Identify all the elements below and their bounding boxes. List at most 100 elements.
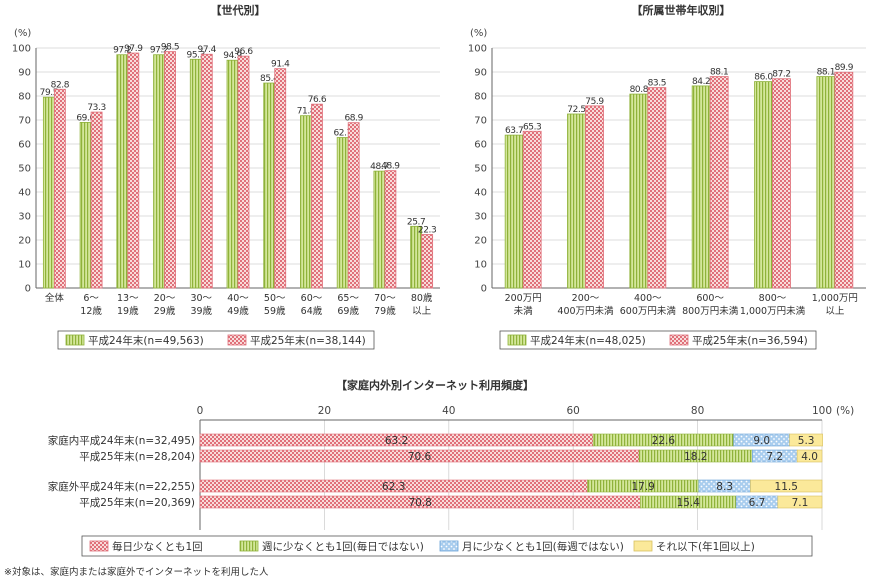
x-tick-label: 50〜 <box>264 293 286 304</box>
data-label: 22.3 <box>418 225 436 235</box>
generation-chart: 【世代別】 (%) 0 10 20 30 40 50 60 70 80 90 100 79.582.8 全体… <box>12 3 440 350</box>
x-tick-label: 0 <box>197 405 204 417</box>
legend-label: それ以下(年1回以上) <box>656 540 755 553</box>
bar <box>237 55 250 289</box>
y-tick-label: 90 <box>18 68 31 79</box>
bar <box>153 54 165 289</box>
data-label: 63.7 <box>505 126 523 136</box>
bar <box>116 54 129 289</box>
legend-label: 平成25年末(n=38,144) <box>250 334 366 347</box>
x-tick-label: 49歳 <box>227 305 249 317</box>
legend-swatch <box>633 540 653 552</box>
bar <box>79 122 92 289</box>
bar <box>522 130 542 289</box>
bar <box>42 96 55 289</box>
data-label: 25.7 <box>407 217 425 227</box>
x-tick-label: 全体 <box>45 292 65 304</box>
data-label: 96.6 <box>234 47 253 57</box>
data-label: 63.2 <box>385 435 408 447</box>
legend-box <box>57 330 375 350</box>
bar <box>384 170 397 289</box>
data-label: 4.0 <box>801 451 818 463</box>
bar <box>567 113 586 289</box>
x-tick-label: 未満 <box>514 305 534 317</box>
data-label: 94.9 <box>223 51 242 61</box>
bar <box>226 59 239 289</box>
bar <box>347 122 360 289</box>
row-label: 家庭外平成24年末(n=22,255) <box>48 480 195 493</box>
x-tick-label: 12歳 <box>80 305 102 317</box>
x-tick-label: 800万円未満 <box>682 305 739 317</box>
data-label: 48.9 <box>381 162 400 172</box>
legend-swatch <box>227 334 247 346</box>
data-label: 95.3 <box>187 50 205 60</box>
x-tick-label: 600万円未満 <box>620 305 677 317</box>
data-label: 70.8 <box>408 497 431 509</box>
y-tick-label: 40 <box>474 188 487 199</box>
data-label: 91.4 <box>271 60 290 70</box>
x-tick-label: 69歳 <box>337 305 359 317</box>
data-label: 5.3 <box>798 435 815 447</box>
chart-title: 【所属世帯年収別】 <box>632 3 731 17</box>
data-label: 9.0 <box>753 435 770 447</box>
x-tick-label: 65〜 <box>337 293 359 304</box>
data-label: 82.8 <box>51 80 70 90</box>
data-label: 11.5 <box>775 481 798 493</box>
data-label: 73.3 <box>87 103 105 113</box>
bar <box>164 51 176 289</box>
data-label: 97.2 <box>113 46 131 56</box>
y-tick-label: 0 <box>25 284 31 295</box>
x-tick-label: 600〜 <box>696 293 724 304</box>
bar-segment <box>789 433 823 447</box>
bar <box>816 76 836 289</box>
bar-segment <box>777 495 823 509</box>
y-tick-label: 50 <box>474 164 487 175</box>
legend-swatch <box>439 540 459 552</box>
x-tick-label: 200〜 <box>572 293 600 304</box>
legend-label: 月に少なくとも1回(毎週ではない) <box>462 540 624 553</box>
x-tick-label: 400〜 <box>634 293 662 304</box>
y-tick-label: 70 <box>18 116 31 127</box>
row-label: 家庭内平成24年末(n=32,495) <box>48 434 195 447</box>
legend-label: 平成24年末(n=49,563) <box>88 334 204 347</box>
x-tick-label: 200万円 <box>505 293 542 304</box>
data-label: 22.6 <box>652 435 676 447</box>
legend-swatch <box>239 540 259 552</box>
x-tick-label: 1,000万円 <box>812 293 858 304</box>
x-tick-label: 6〜 <box>83 293 99 304</box>
data-label: 79.5 <box>40 88 58 98</box>
y-tick-label: 90 <box>474 68 487 79</box>
legend-box <box>499 330 817 350</box>
income-chart: 【所属世帯年収別】 (%) 0 10 20 30 40 50 60 70 80 90 100 63.7 65… <box>468 3 866 350</box>
y-tick-label: 80 <box>18 92 31 103</box>
row-label: 平成25年末(n=28,204) <box>79 450 195 463</box>
y-tick-label: 20 <box>18 236 31 247</box>
data-label: 6.7 <box>749 497 766 509</box>
bar <box>709 76 729 289</box>
bar <box>585 105 604 289</box>
data-label: 62.3 <box>382 481 405 493</box>
bar <box>263 82 276 289</box>
y-unit-label: (%) <box>14 28 31 39</box>
data-label: 69.0 <box>76 113 95 123</box>
bar-segment <box>796 449 823 463</box>
bar-segment <box>750 479 823 493</box>
data-label: 15.4 <box>677 497 701 509</box>
y-tick-label: 60 <box>474 140 487 151</box>
y-tick-label: 10 <box>18 260 31 271</box>
data-label: 97.9 <box>124 44 143 54</box>
bar <box>127 52 140 289</box>
x-tick-label: 60〜 <box>301 293 323 304</box>
data-label: 18.2 <box>684 451 707 463</box>
data-label: 87.2 <box>772 70 790 80</box>
y-unit-label: (%) <box>470 28 487 39</box>
x-tick-label: 以上 <box>825 306 845 317</box>
data-label: 68.9 <box>344 114 363 124</box>
footnote: ※対象は、家庭内または家庭外でインターネットを利用した人 <box>4 566 269 578</box>
y-tick-label: 30 <box>474 212 487 223</box>
x-tick-label: 20 <box>318 405 331 417</box>
legend-label: 平成24年末(n=48,025) <box>530 334 646 347</box>
x-tick-label: 79歳 <box>374 305 396 317</box>
y-tick-label: 10 <box>474 260 487 271</box>
y-tick-label: 80 <box>474 92 487 103</box>
